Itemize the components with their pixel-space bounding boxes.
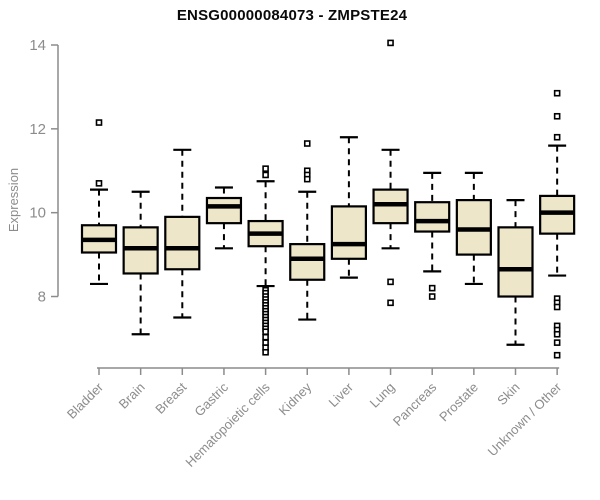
- outlier-point-kidney: [303, 175, 311, 183]
- outlier-point-hematopoietic-cells: [262, 171, 269, 179]
- box-skin: [497, 226, 534, 298]
- box-gastric: [205, 196, 243, 225]
- y-tick-label: 10: [29, 205, 46, 222]
- outlier-point-kidney: [303, 140, 311, 147]
- outlier-point-lung: [387, 278, 394, 286]
- x-tick-label-bladder: Bladder: [64, 379, 107, 422]
- y-tick-label: 12: [29, 121, 46, 138]
- outlier-point-unknown-other: [553, 351, 561, 359]
- x-tick-label-unknown-other: Unknown / Other: [485, 379, 565, 459]
- x-tick-label-brain: Brain: [116, 380, 148, 412]
- x-tick-label-kidney: Kidney: [276, 379, 315, 418]
- outlier-point-hematopoietic-cells: [262, 333, 269, 341]
- box-liver: [330, 205, 367, 260]
- outlier-point-lung: [387, 299, 394, 307]
- outlier-point-bladder: [95, 119, 103, 126]
- x-tick-label-prostate: Prostate: [436, 380, 481, 425]
- outlier-point-lung: [387, 39, 394, 47]
- x-tick-label-lung: Lung: [367, 380, 398, 411]
- outlier-point-unknown-other: [553, 330, 561, 338]
- outlier-point-pancreas: [428, 284, 436, 292]
- outlier-point-unknown-other: [553, 112, 561, 120]
- outlier-point-unknown-other: [553, 89, 561, 97]
- outlier-point-pancreas: [428, 293, 436, 300]
- chart-title: ENSG00000084073 - ZMPSTE24: [176, 7, 408, 24]
- outlier-point-unknown-other: [553, 303, 561, 311]
- outlier-point-unknown-other: [553, 133, 561, 141]
- x-tick-label-gastric: Gastric: [191, 379, 231, 419]
- box-kidney: [289, 243, 326, 281]
- box-breast: [164, 215, 201, 271]
- x-tick-label-liver: Liver: [325, 379, 356, 410]
- outlier-point-hematopoietic-cells: [262, 328, 269, 336]
- x-tick-label-skin: Skin: [494, 380, 522, 408]
- outlier-point-bladder: [95, 180, 103, 187]
- x-tick-label-breast: Breast: [152, 379, 189, 416]
- outlier-point-unknown-other: [553, 339, 561, 346]
- y-tick-label: 8: [38, 289, 46, 306]
- y-tick-label: 14: [29, 37, 46, 54]
- box-pancreas: [414, 201, 451, 233]
- outlier-point-hematopoietic-cells: [262, 165, 269, 172]
- x-tick-label-pancreas: Pancreas: [390, 379, 440, 429]
- outlier-point-hematopoietic-cells: [262, 348, 269, 356]
